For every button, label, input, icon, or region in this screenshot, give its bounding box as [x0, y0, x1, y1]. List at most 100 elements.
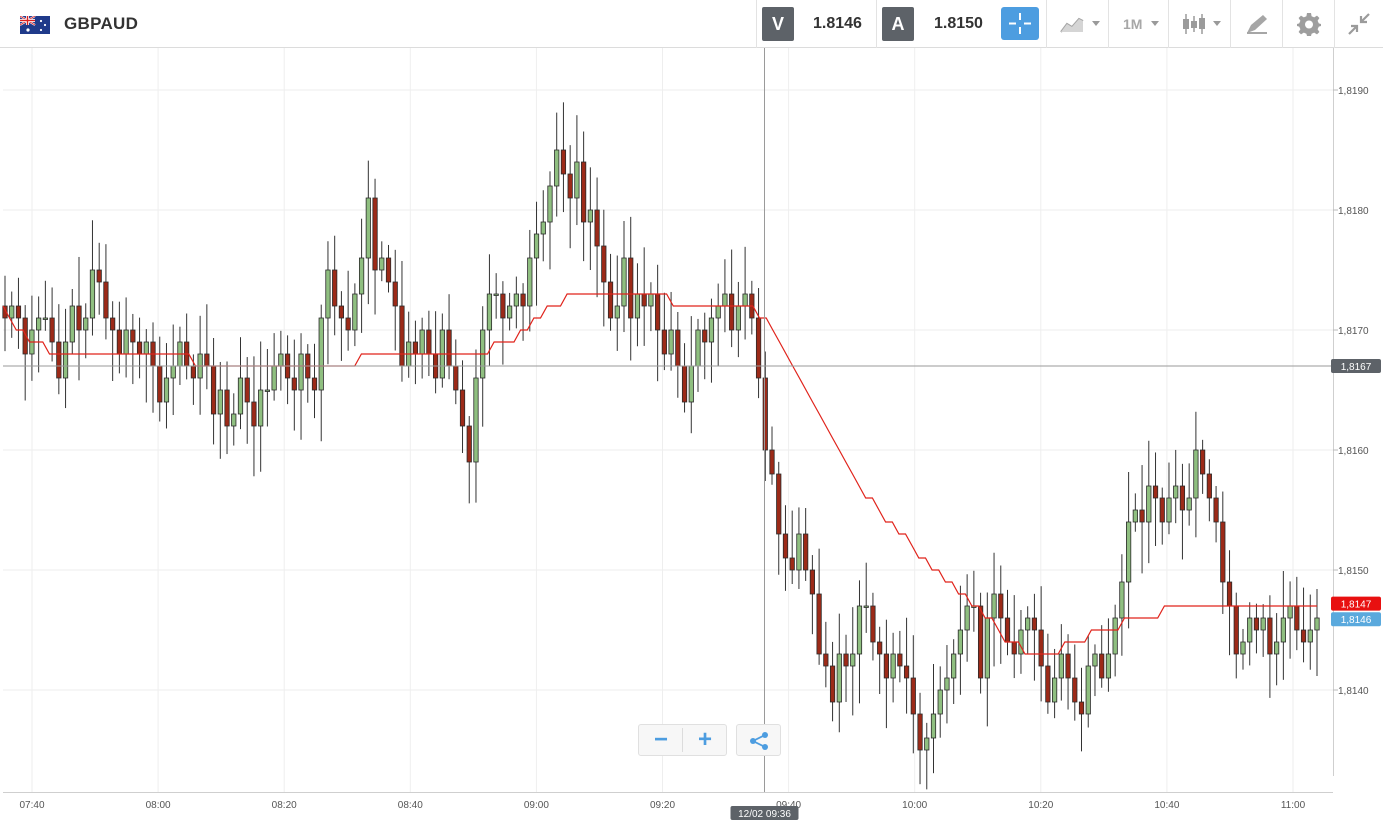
- bull-candle: [231, 413, 237, 427]
- bull-candle: [473, 377, 479, 463]
- bear-candle: [130, 329, 136, 343]
- y-tick-label: 1,8140: [1338, 686, 1369, 697]
- bull-candle: [1307, 629, 1313, 643]
- bear-candle: [655, 293, 661, 331]
- buy-label: A: [882, 7, 914, 41]
- bull-candle: [163, 377, 170, 403]
- bear-candle: [1065, 653, 1071, 679]
- bull-candle: [1058, 653, 1064, 679]
- bull-candle: [856, 605, 863, 655]
- line-chart-icon: [1060, 17, 1084, 33]
- bull-candle: [540, 221, 546, 235]
- bear-candle: [1253, 617, 1260, 631]
- bull-candle: [715, 305, 721, 319]
- bear-candle: [762, 377, 768, 451]
- bull-candle: [89, 269, 96, 319]
- chart-type-line-button[interactable]: [1046, 0, 1108, 48]
- bull-candle: [1186, 497, 1192, 511]
- zoom-in-button[interactable]: +: [697, 726, 712, 753]
- bull-candle: [937, 689, 943, 715]
- settings-button[interactable]: [1282, 0, 1334, 48]
- bear-candle: [251, 401, 257, 427]
- bear-candle: [1294, 605, 1300, 631]
- bear-candle: [15, 305, 22, 319]
- bull-candle: [547, 185, 553, 223]
- bear-candle: [459, 389, 466, 427]
- bear-candle: [291, 377, 297, 391]
- bull-candle: [621, 257, 627, 307]
- bear-candle: [332, 269, 338, 307]
- buy-price-group[interactable]: A 1.8150: [876, 0, 996, 48]
- bear-candle: [776, 473, 782, 535]
- bear-candle: [116, 329, 122, 355]
- bull-candle: [42, 317, 48, 320]
- bull-candle: [1280, 617, 1286, 643]
- y-tick-label: 1,8160: [1338, 446, 1369, 457]
- bull-candle: [1247, 617, 1253, 643]
- bear-candle: [1139, 509, 1145, 523]
- x-tick-label: 08:40: [398, 800, 423, 811]
- bull-candle: [264, 389, 271, 392]
- x-tick-label: 09:20: [650, 800, 675, 811]
- bear-candle: [1179, 485, 1186, 511]
- bear-candle: [1226, 581, 1233, 607]
- bear-candle: [1078, 701, 1085, 715]
- bear-candle: [681, 365, 688, 403]
- bear-candle: [1038, 629, 1044, 667]
- bull-candle: [486, 293, 493, 331]
- draw-tools-button[interactable]: [1230, 0, 1282, 48]
- last-price-badge-label: 1,8146: [1341, 615, 1372, 626]
- bull-candle: [513, 293, 519, 307]
- bear-candle: [520, 293, 526, 307]
- bull-candle: [850, 653, 856, 667]
- chart-style-button[interactable]: [1168, 0, 1230, 48]
- share-button[interactable]: [736, 724, 781, 756]
- bear-candle: [823, 653, 829, 667]
- bear-candle: [103, 281, 109, 319]
- bull-candle: [527, 257, 533, 307]
- zoom-out-button[interactable]: −: [653, 726, 668, 753]
- bear-candle: [729, 293, 735, 331]
- chevron-down-icon: [1092, 21, 1100, 26]
- candlestick-chart[interactable]: 1,8190 1,8180 1,8170 1,8160 1,8150 1,8140 07:4…: [0, 48, 1383, 824]
- y-tick-label: 1,8150: [1338, 566, 1369, 577]
- bear-candle: [843, 653, 849, 667]
- bull-candle: [379, 257, 385, 271]
- crosshair-price-badge-label: 1,8167: [1341, 362, 1372, 373]
- last-price-badge: [1331, 612, 1381, 627]
- flag-gbp-aud-icon: [20, 16, 50, 34]
- bear-candle: [412, 341, 419, 355]
- timeframe-button[interactable]: 1M: [1108, 0, 1168, 48]
- crosshair-time-badge: [730, 806, 799, 820]
- bull-candle: [507, 305, 513, 319]
- bull-candle: [554, 149, 560, 187]
- bear-candle: [1004, 617, 1011, 643]
- bull-candle: [69, 305, 75, 343]
- bull-candle: [1132, 509, 1138, 523]
- bull-candle: [36, 317, 42, 331]
- collapse-button[interactable]: [1334, 0, 1383, 48]
- bear-candle: [1200, 449, 1206, 475]
- bear-candle: [311, 377, 318, 391]
- bear-candle: [998, 593, 1004, 619]
- bull-candle: [742, 293, 748, 307]
- bear-candle: [1159, 497, 1165, 523]
- bull-candle: [1052, 677, 1058, 703]
- bear-candle: [1300, 629, 1307, 643]
- bear-candle: [466, 425, 472, 463]
- bear-candle: [870, 605, 876, 643]
- bear-candle: [581, 161, 587, 223]
- bull-candle: [1287, 605, 1293, 619]
- bull-candle: [9, 305, 15, 319]
- bear-candle: [1233, 605, 1239, 655]
- bull-candle: [1193, 449, 1199, 499]
- bear-candle: [210, 365, 217, 415]
- bear-candle: [204, 353, 210, 367]
- crosshair-button[interactable]: [1001, 7, 1039, 40]
- sell-price-group[interactable]: V 1.8146: [756, 0, 876, 48]
- bull-candle: [533, 233, 540, 259]
- bear-candle: [56, 341, 62, 379]
- sell-price: 1.8146: [813, 15, 862, 32]
- timeframe-label: 1M: [1123, 16, 1143, 32]
- bear-candle: [1072, 677, 1078, 703]
